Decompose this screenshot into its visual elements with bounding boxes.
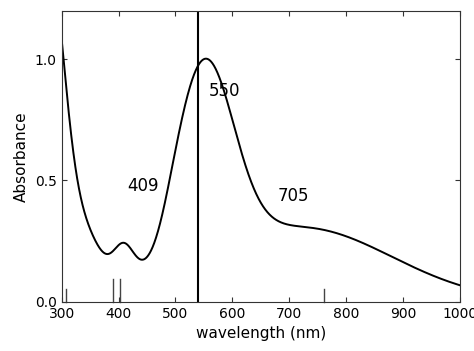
Text: 705: 705 [278,187,309,205]
X-axis label: wavelength (nm): wavelength (nm) [196,326,326,341]
Text: 409: 409 [127,177,158,195]
Y-axis label: Absorbance: Absorbance [14,111,29,201]
Text: 550: 550 [209,82,240,100]
